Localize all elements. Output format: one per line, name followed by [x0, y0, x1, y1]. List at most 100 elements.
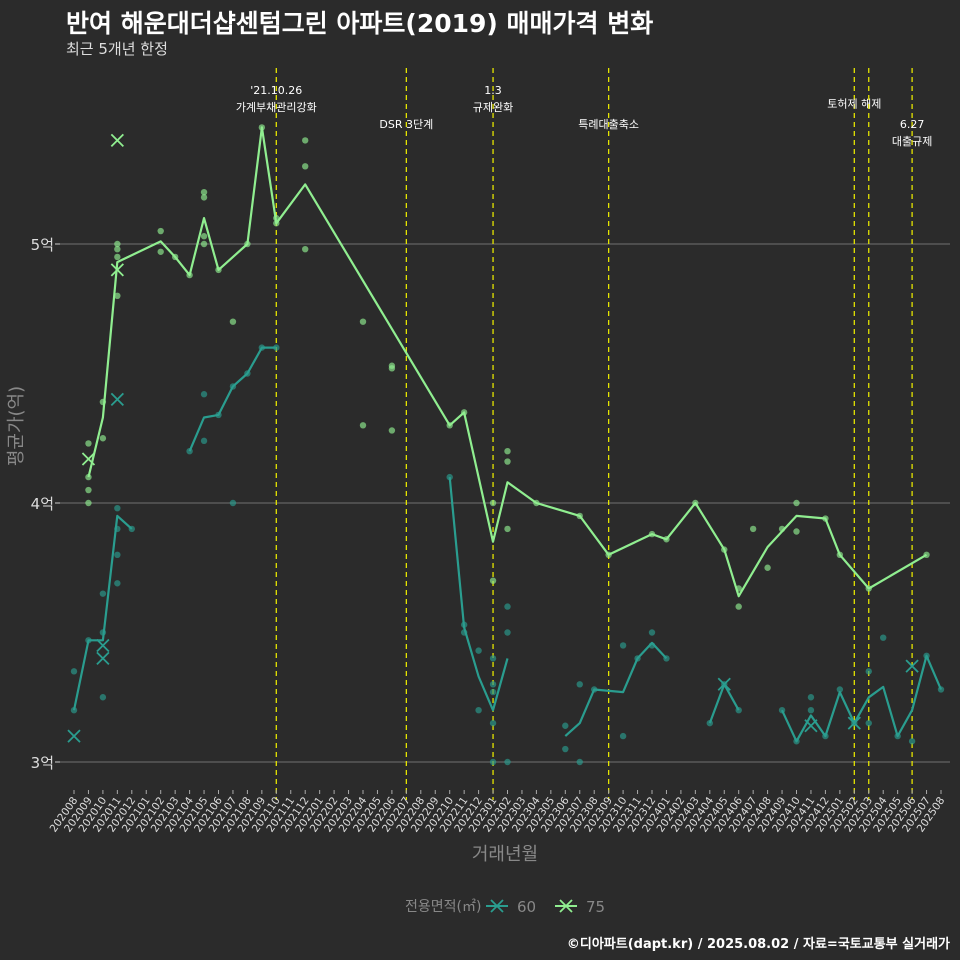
cancelled-marker — [96, 638, 110, 653]
series-line — [188, 346, 277, 452]
series-line — [708, 683, 740, 724]
data-point — [99, 694, 107, 701]
data-point — [764, 564, 771, 571]
data-point — [475, 707, 482, 714]
data-point — [865, 719, 872, 727]
data-point — [793, 499, 800, 507]
event-label: '21.10.26 — [250, 84, 302, 97]
data-point — [85, 486, 92, 494]
data-point — [489, 681, 497, 688]
data-point — [200, 233, 208, 240]
data-point — [865, 668, 872, 675]
data-point — [85, 499, 92, 507]
cancelled-marker — [81, 452, 96, 466]
cancelled-marker — [96, 651, 110, 666]
data-point — [504, 758, 511, 766]
series-line — [781, 654, 943, 743]
x-axis-title: 거래년월 — [472, 844, 538, 865]
data-point — [157, 248, 164, 255]
data-point — [85, 473, 92, 481]
cancelled-marker — [847, 716, 861, 730]
data-point — [619, 642, 627, 649]
event-label: 특례대출축소 — [578, 118, 639, 131]
data-point — [489, 719, 497, 727]
event-label: 토허제 해제 — [827, 97, 881, 111]
data-point — [85, 440, 92, 447]
data-point — [807, 707, 815, 714]
data-point — [200, 240, 208, 248]
cancelled-marker — [110, 392, 124, 407]
data-point — [302, 245, 309, 253]
chart-subtitle: 최근 5개년 한정 — [66, 40, 168, 58]
source-caption: ©디아파트(dapt.kr) / 2025.08.02 / 자료=국토교통부 실… — [566, 937, 950, 952]
y-tick-label: 4억 — [31, 495, 54, 513]
data-point — [489, 499, 497, 507]
data-point — [99, 435, 107, 442]
data-point — [793, 528, 800, 535]
series-line — [564, 641, 668, 737]
data-point — [114, 551, 121, 558]
event-label: 규제완화 — [473, 101, 513, 114]
data-point — [576, 681, 583, 688]
data-point — [229, 318, 237, 325]
data-point — [388, 365, 396, 372]
legend-label: 60 — [517, 898, 536, 916]
data-point — [562, 722, 569, 729]
data-point — [388, 427, 396, 434]
data-point — [157, 227, 164, 235]
data-point — [504, 603, 511, 610]
data-point — [735, 603, 742, 610]
data-point — [619, 732, 627, 740]
data-point — [504, 525, 511, 533]
series-line — [448, 476, 509, 712]
data-point — [229, 499, 237, 507]
data-point — [200, 194, 208, 201]
data-point — [359, 318, 367, 325]
cancelled-marker — [804, 719, 818, 733]
event-label: 대출규제 — [892, 135, 932, 148]
cancelled-marker — [110, 133, 124, 148]
event-label: 6.27 — [900, 118, 925, 131]
data-point — [302, 137, 309, 144]
y-axis-title: 평균가(억) — [6, 386, 27, 466]
data-point — [200, 437, 208, 445]
series-line — [72, 514, 133, 711]
cancelled-marker — [110, 263, 124, 277]
data-point — [114, 245, 121, 253]
event-label: 1.3 — [484, 84, 502, 97]
cancelled-marker — [905, 659, 919, 673]
data-point — [807, 694, 815, 701]
legend-label: 75 — [586, 898, 605, 916]
data-point — [648, 629, 656, 636]
cancelled-marker — [67, 729, 81, 743]
data-point — [504, 448, 511, 455]
cancelled-marker — [717, 677, 731, 691]
data-point — [99, 590, 107, 597]
legend-key-marker — [490, 899, 504, 913]
data-point — [562, 745, 569, 753]
data-point — [200, 189, 208, 196]
data-point — [114, 504, 121, 512]
data-point — [880, 634, 887, 641]
data-point — [504, 629, 511, 636]
data-point — [446, 473, 453, 481]
legend-title: 전용면적(㎡) — [405, 899, 481, 915]
data-point — [475, 647, 482, 654]
data-point — [489, 758, 497, 766]
data-point — [200, 391, 208, 398]
data-point — [836, 686, 844, 693]
data-point — [489, 577, 497, 584]
data-point — [114, 253, 121, 261]
data-point — [114, 240, 121, 248]
data-point — [114, 292, 121, 299]
data-point — [489, 688, 497, 696]
data-point — [114, 580, 121, 587]
data-point — [70, 668, 78, 675]
event-label: 가계부채관리강화 — [236, 101, 317, 114]
data-point — [489, 655, 497, 662]
data-point — [749, 525, 757, 533]
chart-title: 반여 해운대더샵센텀그린 아파트(2019) 매매가격 변화 — [66, 9, 654, 38]
data-point — [908, 738, 916, 745]
data-point — [359, 422, 367, 429]
